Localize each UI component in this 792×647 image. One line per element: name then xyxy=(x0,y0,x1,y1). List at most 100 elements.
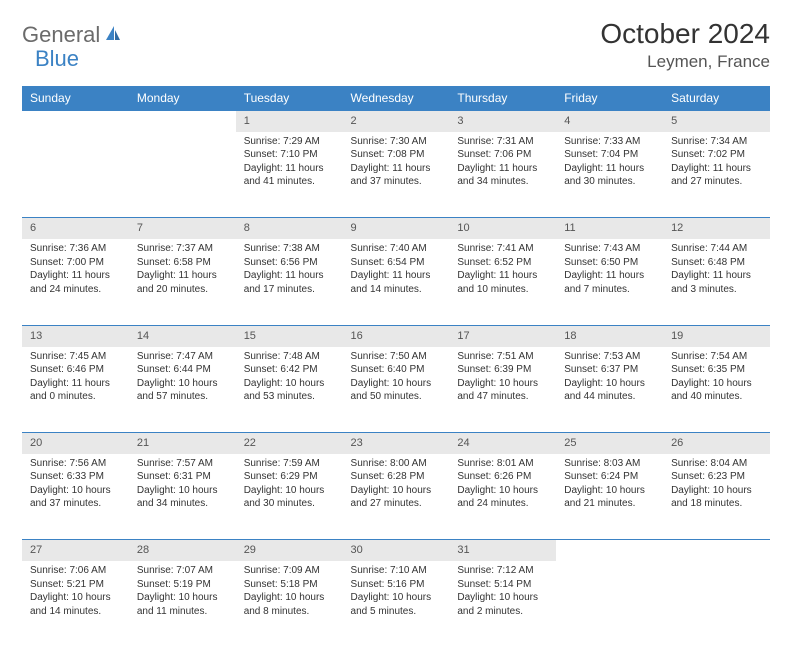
sunset-text: Sunset: 6:23 PM xyxy=(671,470,762,484)
day-number-cell: 23 xyxy=(343,433,450,454)
day-content-cell: Sunrise: 7:12 AMSunset: 5:14 PMDaylight:… xyxy=(449,561,556,647)
sunrise-text: Sunrise: 7:59 AM xyxy=(244,457,335,471)
day-number-row: 2728293031 xyxy=(22,540,770,561)
daylight-text: Daylight: 10 hours and 11 minutes. xyxy=(137,591,228,618)
day-number-cell: 24 xyxy=(449,433,556,454)
sunset-text: Sunset: 5:19 PM xyxy=(137,578,228,592)
location: Leymen, France xyxy=(600,52,770,72)
day-content-cell: Sunrise: 7:57 AMSunset: 6:31 PMDaylight:… xyxy=(129,454,236,540)
sunset-text: Sunset: 7:04 PM xyxy=(564,148,655,162)
day-number-cell: 8 xyxy=(236,218,343,239)
day-number-cell: 28 xyxy=(129,540,236,561)
sunset-text: Sunset: 6:50 PM xyxy=(564,256,655,270)
day-number-cell: 12 xyxy=(663,218,770,239)
sunset-text: Sunset: 6:24 PM xyxy=(564,470,655,484)
header: General October 2024 Leymen, France xyxy=(22,18,770,72)
sunrise-text: Sunrise: 7:56 AM xyxy=(30,457,121,471)
calendar-body: 12345Sunrise: 7:29 AMSunset: 7:10 PMDayl… xyxy=(22,111,770,647)
day-content-cell xyxy=(556,561,663,647)
day-content-cell: Sunrise: 7:59 AMSunset: 6:29 PMDaylight:… xyxy=(236,454,343,540)
sunset-text: Sunset: 5:21 PM xyxy=(30,578,121,592)
day-content-cell: Sunrise: 7:56 AMSunset: 6:33 PMDaylight:… xyxy=(22,454,129,540)
sunset-text: Sunset: 6:58 PM xyxy=(137,256,228,270)
day-number-cell: 31 xyxy=(449,540,556,561)
day-content-cell: Sunrise: 7:43 AMSunset: 6:50 PMDaylight:… xyxy=(556,239,663,325)
daylight-text: Daylight: 11 hours and 24 minutes. xyxy=(30,269,121,296)
sunset-text: Sunset: 6:33 PM xyxy=(30,470,121,484)
daylight-text: Daylight: 10 hours and 47 minutes. xyxy=(457,377,548,404)
sunset-text: Sunset: 5:18 PM xyxy=(244,578,335,592)
sunrise-text: Sunrise: 7:45 AM xyxy=(30,350,121,364)
logo-text-blue-wrap: Blue xyxy=(35,46,79,72)
sunset-text: Sunset: 6:42 PM xyxy=(244,363,335,377)
sunrise-text: Sunrise: 7:53 AM xyxy=(564,350,655,364)
day-number-cell: 17 xyxy=(449,325,556,346)
sunrise-text: Sunrise: 8:04 AM xyxy=(671,457,762,471)
weekday-header: Thursday xyxy=(449,86,556,111)
day-number-cell: 22 xyxy=(236,433,343,454)
sunset-text: Sunset: 6:28 PM xyxy=(351,470,442,484)
day-content-cell: Sunrise: 7:30 AMSunset: 7:08 PMDaylight:… xyxy=(343,132,450,218)
day-number-cell: 13 xyxy=(22,325,129,346)
daylight-text: Daylight: 11 hours and 20 minutes. xyxy=(137,269,228,296)
sunset-text: Sunset: 6:37 PM xyxy=(564,363,655,377)
day-number-cell xyxy=(129,111,236,132)
day-content-cell xyxy=(22,132,129,218)
daylight-text: Daylight: 11 hours and 17 minutes. xyxy=(244,269,335,296)
weekday-header: Sunday xyxy=(22,86,129,111)
day-content-cell: Sunrise: 7:10 AMSunset: 5:16 PMDaylight:… xyxy=(343,561,450,647)
daylight-text: Daylight: 10 hours and 50 minutes. xyxy=(351,377,442,404)
daylight-text: Daylight: 11 hours and 0 minutes. xyxy=(30,377,121,404)
sunrise-text: Sunrise: 7:48 AM xyxy=(244,350,335,364)
day-number-cell: 25 xyxy=(556,433,663,454)
sunset-text: Sunset: 6:39 PM xyxy=(457,363,548,377)
logo-text-general: General xyxy=(22,22,100,48)
day-content-cell xyxy=(129,132,236,218)
sunrise-text: Sunrise: 7:41 AM xyxy=(457,242,548,256)
sunrise-text: Sunrise: 7:37 AM xyxy=(137,242,228,256)
daylight-text: Daylight: 10 hours and 5 minutes. xyxy=(351,591,442,618)
day-number-cell: 19 xyxy=(663,325,770,346)
sunset-text: Sunset: 6:44 PM xyxy=(137,363,228,377)
sunset-text: Sunset: 6:46 PM xyxy=(30,363,121,377)
day-content-cell: Sunrise: 7:33 AMSunset: 7:04 PMDaylight:… xyxy=(556,132,663,218)
daylight-text: Daylight: 10 hours and 37 minutes. xyxy=(30,484,121,511)
sunrise-text: Sunrise: 7:10 AM xyxy=(351,564,442,578)
daylight-text: Daylight: 11 hours and 41 minutes. xyxy=(244,162,335,189)
sunrise-text: Sunrise: 7:34 AM xyxy=(671,135,762,149)
sunrise-text: Sunrise: 8:03 AM xyxy=(564,457,655,471)
day-number-cell: 1 xyxy=(236,111,343,132)
sunset-text: Sunset: 7:10 PM xyxy=(244,148,335,162)
day-number-cell: 5 xyxy=(663,111,770,132)
day-content-cell: Sunrise: 7:44 AMSunset: 6:48 PMDaylight:… xyxy=(663,239,770,325)
daylight-text: Daylight: 10 hours and 57 minutes. xyxy=(137,377,228,404)
day-content-cell: Sunrise: 7:40 AMSunset: 6:54 PMDaylight:… xyxy=(343,239,450,325)
sunrise-text: Sunrise: 7:36 AM xyxy=(30,242,121,256)
title-block: October 2024 Leymen, France xyxy=(600,18,770,72)
day-content-cell: Sunrise: 7:06 AMSunset: 5:21 PMDaylight:… xyxy=(22,561,129,647)
day-content-cell: Sunrise: 7:47 AMSunset: 6:44 PMDaylight:… xyxy=(129,347,236,433)
daylight-text: Daylight: 10 hours and 2 minutes. xyxy=(457,591,548,618)
daylight-text: Daylight: 10 hours and 24 minutes. xyxy=(457,484,548,511)
day-number-cell: 20 xyxy=(22,433,129,454)
day-content-cell: Sunrise: 8:00 AMSunset: 6:28 PMDaylight:… xyxy=(343,454,450,540)
day-content-cell: Sunrise: 7:31 AMSunset: 7:06 PMDaylight:… xyxy=(449,132,556,218)
sunrise-text: Sunrise: 7:12 AM xyxy=(457,564,548,578)
daylight-text: Daylight: 10 hours and 34 minutes. xyxy=(137,484,228,511)
daylight-text: Daylight: 10 hours and 27 minutes. xyxy=(351,484,442,511)
day-number-cell: 30 xyxy=(343,540,450,561)
weekday-header: Tuesday xyxy=(236,86,343,111)
weekday-header: Saturday xyxy=(663,86,770,111)
day-content-cell: Sunrise: 7:37 AMSunset: 6:58 PMDaylight:… xyxy=(129,239,236,325)
day-number-cell: 3 xyxy=(449,111,556,132)
day-number-cell: 26 xyxy=(663,433,770,454)
daylight-text: Daylight: 11 hours and 14 minutes. xyxy=(351,269,442,296)
weekday-header-row: SundayMondayTuesdayWednesdayThursdayFrid… xyxy=(22,86,770,111)
sunrise-text: Sunrise: 7:43 AM xyxy=(564,242,655,256)
day-content-cell: Sunrise: 7:09 AMSunset: 5:18 PMDaylight:… xyxy=(236,561,343,647)
day-number-cell: 15 xyxy=(236,325,343,346)
sunset-text: Sunset: 6:54 PM xyxy=(351,256,442,270)
day-number-cell: 7 xyxy=(129,218,236,239)
sunset-text: Sunset: 6:26 PM xyxy=(457,470,548,484)
daylight-text: Daylight: 10 hours and 30 minutes. xyxy=(244,484,335,511)
